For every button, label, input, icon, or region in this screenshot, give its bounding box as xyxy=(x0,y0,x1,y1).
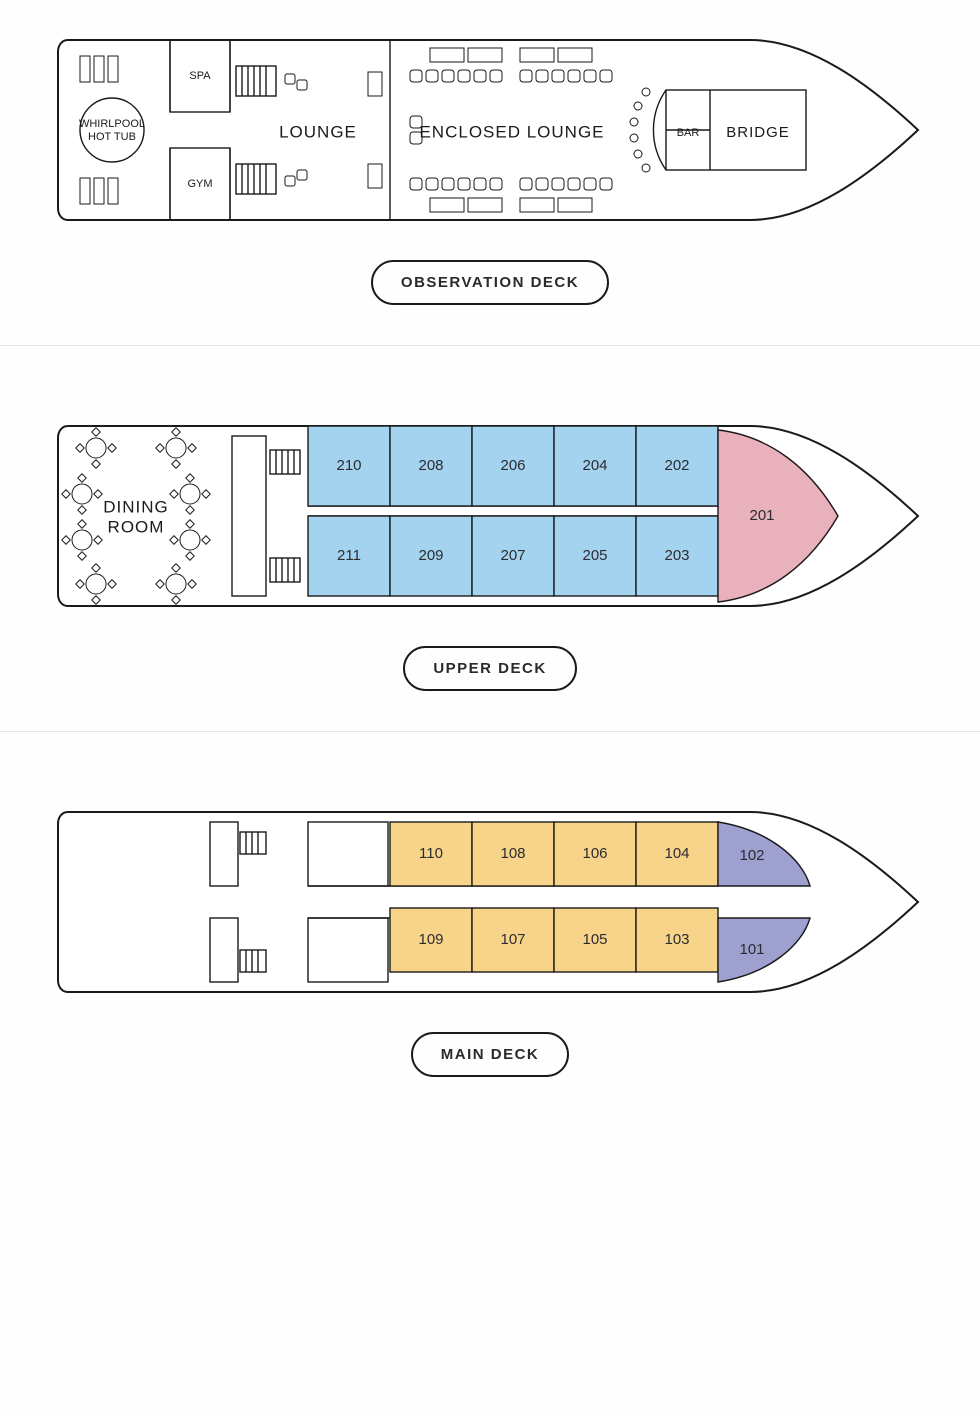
bridge-label: BRIDGE xyxy=(726,124,790,141)
cabin-209-label: 209 xyxy=(418,547,443,564)
cabin-101-label: 101 xyxy=(739,941,764,958)
cabin-208-label: 208 xyxy=(418,457,443,474)
observation-deck-label: OBSERVATION DECK xyxy=(371,260,609,305)
svg-text:HOT TUB: HOT TUB xyxy=(88,131,136,143)
cabin-109-label: 109 xyxy=(418,931,443,948)
upper-deck-section: DINING ROOM 210 208 206 204 202 211 209 207 205 2… xyxy=(0,346,980,731)
cabin-207-label: 207 xyxy=(500,547,525,564)
observation-deck-section: SPA GYM WHIRLPOOL HOT TUB xyxy=(0,0,980,345)
observation-deck-plan: SPA GYM WHIRLPOOL HOT TUB xyxy=(50,30,930,230)
cabin-202-label: 202 xyxy=(664,457,689,474)
bar-label: BAR xyxy=(677,127,700,139)
enclosed-lounge-label: ENCLOSED LOUNGE xyxy=(419,122,604,141)
svg-text:WHIRLPOOL: WHIRLPOOL xyxy=(79,118,145,130)
upper-deck-label: UPPER DECK xyxy=(403,646,576,691)
cabin-105-label: 105 xyxy=(582,931,607,948)
gym-label: GYM xyxy=(187,178,212,190)
cabin-205-label: 205 xyxy=(582,547,607,564)
cabin-107-label: 107 xyxy=(500,931,525,948)
svg-text:DINING: DINING xyxy=(103,497,169,516)
cabin-210-label: 210 xyxy=(336,457,361,474)
main-deck-plan: 110 108 106 104 109 107 105 103 102 101 xyxy=(50,802,930,1002)
cabin-104-label: 104 xyxy=(664,845,689,862)
cabin-110-label: 110 xyxy=(419,845,443,862)
main-deck-section: 110 108 106 104 109 107 105 103 102 101 MAIN DE… xyxy=(0,732,980,1117)
cabin-102-label: 102 xyxy=(739,847,764,864)
cabin-203-label: 203 xyxy=(664,547,689,564)
cabin-103-label: 103 xyxy=(664,931,689,948)
cabin-206-label: 206 xyxy=(500,457,525,474)
cabin-204-label: 204 xyxy=(582,457,607,474)
lounge-label: LOUNGE xyxy=(279,122,357,141)
spa-label: SPA xyxy=(189,70,211,82)
cabin-106-label: 106 xyxy=(582,845,607,862)
cabin-211-label: 211 xyxy=(337,547,361,564)
svg-text:ROOM: ROOM xyxy=(108,517,165,536)
main-deck-label: MAIN DECK xyxy=(411,1032,570,1077)
cabin-201-label: 201 xyxy=(749,507,774,524)
cabin-108-label: 108 xyxy=(500,845,525,862)
upper-deck-plan: DINING ROOM 210 208 206 204 202 211 209 207 205 2… xyxy=(50,416,930,616)
